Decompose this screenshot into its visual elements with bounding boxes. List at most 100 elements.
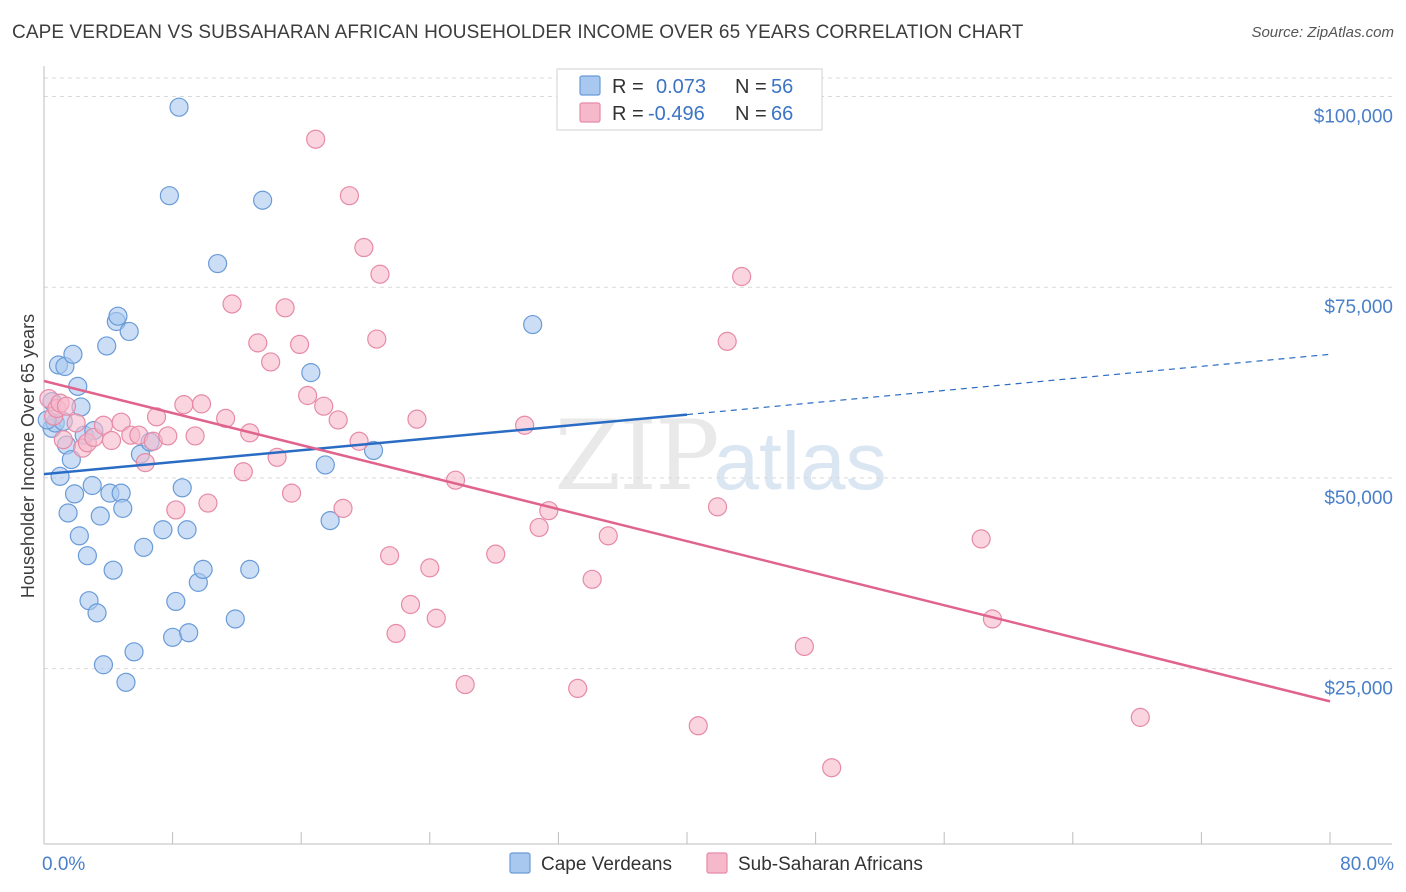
sub-saharan-point <box>233 462 253 482</box>
cape-verdean-point <box>119 321 139 342</box>
cape-verdean-point <box>68 376 88 396</box>
cape-verdean-point <box>177 520 197 540</box>
cape-verdean-point <box>93 655 114 675</box>
cape-verdean-point <box>58 503 78 523</box>
cape-verdean-point <box>108 306 128 326</box>
sub-saharan-point <box>281 483 302 503</box>
legend-r-value-2: -0.496 <box>648 103 705 125</box>
cape-verdean-trendline <box>43 413 688 476</box>
sub-saharan-point <box>380 546 400 566</box>
legend-n-value-1: 56 <box>771 76 793 98</box>
sub-saharan-point <box>222 294 242 314</box>
sub-saharan-point <box>185 426 205 446</box>
cape-verdean-point <box>253 190 273 210</box>
legend-r-label-2: R = <box>612 103 644 125</box>
cape-verdean-point <box>153 520 173 540</box>
cape-verdean-point <box>69 526 89 546</box>
sub-saharan-point <box>174 395 194 415</box>
trend-layer <box>43 353 1331 703</box>
sub-saharan-point <box>354 237 374 258</box>
cape-verdean-point <box>193 559 213 580</box>
grid-layer <box>44 77 1392 670</box>
legend-n-label-2: N = <box>735 103 767 125</box>
sub-saharan-point <box>135 453 155 473</box>
sub-saharan-point <box>66 413 86 433</box>
sub-saharan-point <box>333 498 353 518</box>
sub-saharan-point <box>717 331 737 351</box>
cape-verdean-point <box>63 344 83 364</box>
cape-verdean-point <box>113 498 133 518</box>
sub-saharan-point <box>688 716 708 736</box>
stats-legend: R = 0.073 N = 56 R = -0.496 N = 66 <box>556 68 823 131</box>
cape-verdean-trendline-extension <box>686 353 1331 416</box>
sub-saharan-point <box>53 430 73 450</box>
sub-saharan-point <box>400 594 421 615</box>
bottom-legend-swatch-cape-verdeans <box>509 852 531 874</box>
sub-saharan-point <box>198 493 218 513</box>
x-tick-label-min: 0.0% <box>42 854 85 875</box>
legend-swatch-cape-verdeans <box>579 75 601 96</box>
sub-saharan-point <box>289 334 310 355</box>
sub-saharan-point <box>794 636 814 657</box>
sub-saharan-trendline <box>43 379 1331 703</box>
cape-verdean-point <box>315 455 335 475</box>
sub-saharan-point <box>339 186 360 206</box>
cape-verdean-point <box>363 440 384 461</box>
watermark-atlas: atlas <box>713 416 886 507</box>
cape-verdean-point <box>523 314 543 335</box>
cape-verdean-point <box>320 510 340 531</box>
sub-saharan-point <box>111 412 131 432</box>
source-label: Source: ZipAtlas.com <box>1251 24 1394 41</box>
sub-saharan-point <box>971 529 991 549</box>
y-tick-label: $25,000 <box>1324 679 1393 700</box>
cape-verdean-point <box>124 642 144 662</box>
sub-saharan-point <box>582 569 602 589</box>
sub-saharan-point <box>515 415 535 435</box>
sub-saharan-point <box>56 396 77 416</box>
sub-saharan-point <box>298 385 318 406</box>
sub-saharan-point <box>248 333 268 353</box>
sub-saharan-point <box>386 623 406 644</box>
sub-saharan-point <box>158 426 178 446</box>
sub-saharan-point <box>598 526 618 546</box>
points-layer <box>37 97 1150 778</box>
sub-saharan-point <box>1130 707 1150 727</box>
sub-saharan-point <box>568 678 588 699</box>
cape-verdean-point <box>97 336 117 356</box>
sub-saharan-point <box>529 517 549 538</box>
cape-verdean-point <box>163 627 183 647</box>
cape-verdean-point <box>166 591 186 612</box>
sub-saharan-point <box>455 674 475 695</box>
cape-verdean-point <box>90 506 110 526</box>
cape-verdean-point <box>82 475 102 496</box>
sub-saharan-point <box>328 410 348 430</box>
sub-saharan-point <box>349 431 369 451</box>
sub-saharan-point <box>261 352 281 372</box>
y-tick-label: $100,000 <box>1314 107 1393 128</box>
x-tick-label-max: 80.0% <box>1340 854 1394 875</box>
cape-verdean-point <box>169 97 189 117</box>
cape-verdean-point <box>77 546 98 566</box>
cape-verdean-point <box>64 484 85 504</box>
cape-verdean-point <box>208 253 228 274</box>
cape-verdean-point <box>159 186 179 206</box>
cape-verdean-point <box>172 478 192 498</box>
sub-saharan-point <box>314 396 334 416</box>
sub-saharan-point <box>275 298 295 318</box>
sub-saharan-point <box>370 264 390 284</box>
sub-saharan-point <box>426 608 446 628</box>
legend-swatch-sub-saharan-africans <box>579 102 601 123</box>
sub-saharan-point <box>822 758 842 778</box>
bottom-legend-label-cape-verdeans: Cape Verdeans <box>541 854 672 875</box>
legend-n-label-1: N = <box>735 76 767 98</box>
y-tick-label: $75,000 <box>1324 297 1393 318</box>
sub-saharan-point <box>420 558 440 578</box>
bottom-legend-label-sub-saharan-africans: Sub-Saharan Africans <box>738 854 923 875</box>
cape-verdean-point <box>134 537 154 557</box>
cape-verdean-point <box>103 560 123 580</box>
cape-verdean-point <box>87 603 107 623</box>
sub-saharan-point <box>486 544 506 564</box>
watermark-zip: ZIP <box>554 400 717 512</box>
chart-title: CAPE VERDEAN VS SUBSAHARAN AFRICAN HOUSE… <box>12 22 1024 43</box>
